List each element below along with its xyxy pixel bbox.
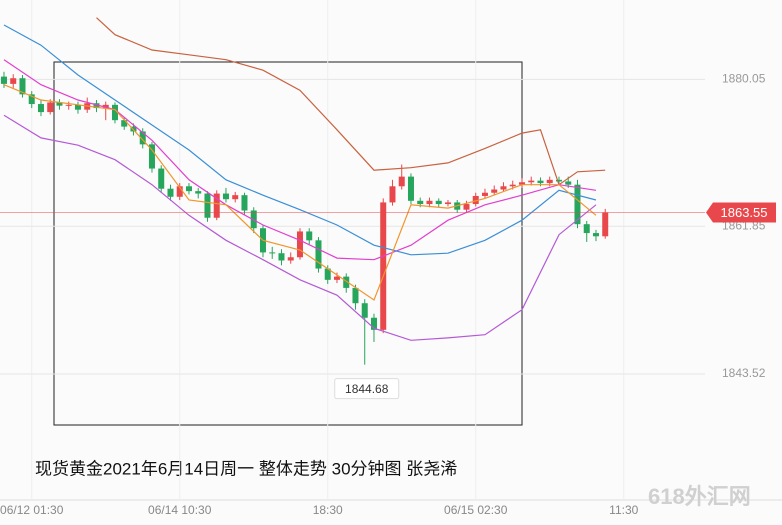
y-tick-label: 1843.52 (722, 366, 766, 380)
candle-body (555, 179, 562, 182)
candle-body (315, 240, 322, 269)
x-tick-label: 06/15 02:30 (444, 503, 508, 517)
x-tick-label: 06/12 01:30 (0, 503, 64, 517)
candle-body (407, 176, 414, 201)
y-tick-label: 1880.05 (722, 72, 766, 86)
candle-body (56, 102, 63, 106)
candle-body (518, 182, 525, 185)
candle-body (0, 76, 7, 84)
candle-body (306, 231, 313, 241)
candle-body (398, 176, 405, 187)
candle-body (509, 184, 516, 187)
candle-body (204, 193, 211, 218)
candle-body (361, 303, 368, 318)
candle-body (602, 212, 609, 237)
candle-body (111, 104, 118, 121)
candle-body (176, 186, 183, 197)
candle-body (528, 180, 535, 183)
candle-body (47, 102, 54, 113)
candle-body (491, 189, 498, 193)
candle-body (463, 204, 470, 210)
candle-body (269, 252, 276, 254)
candle-body (287, 257, 294, 261)
candle-body (148, 144, 155, 169)
last-price-label: 1863.55 (721, 205, 768, 220)
candle-body (278, 253, 285, 261)
candle-body (324, 268, 331, 280)
candle-body (158, 168, 165, 189)
indicator-line (3, 59, 597, 261)
candle-body (241, 195, 248, 211)
candle-body (37, 104, 44, 113)
chart-title: 现货黄金2021年6月14日周一 整体走势 30分钟图 张尧浠 (35, 459, 457, 478)
candle-body (343, 276, 350, 288)
candle-body (592, 233, 599, 237)
candle-body (472, 195, 479, 205)
candle-body (93, 103, 100, 109)
candle-body (565, 181, 572, 185)
indicator-line (3, 24, 597, 256)
candle-body (74, 104, 81, 110)
candle-body (232, 195, 239, 200)
candle-body (28, 94, 35, 105)
candle-body (583, 224, 590, 234)
low-label: 1844.68 (345, 382, 389, 396)
indicator-line (3, 114, 597, 341)
candle-body (352, 287, 359, 304)
candle-body (167, 188, 174, 197)
watermark: 618外汇网 (648, 484, 751, 509)
candle-body (435, 200, 442, 205)
candle-body (370, 317, 377, 330)
candle-body (389, 186, 396, 203)
candle-body (10, 78, 17, 84)
candle-body (417, 200, 424, 205)
annotation-box (53, 61, 523, 426)
candle-body (380, 202, 387, 330)
indicator-line (3, 84, 597, 301)
candle-body (333, 276, 340, 280)
low-label-box (334, 378, 400, 400)
x-tick-label: 18:30 (313, 503, 343, 517)
candle-body (574, 184, 581, 225)
candle-body (195, 191, 202, 194)
candle-body (296, 231, 303, 258)
candle-body (481, 192, 488, 196)
candle-body (139, 131, 146, 145)
candle-body (65, 104, 72, 106)
candle-body (426, 200, 433, 205)
indicator-line (96, 17, 606, 186)
candle-body (121, 120, 128, 127)
candle-body (213, 193, 220, 218)
candle-body (102, 104, 109, 109)
candle-body (546, 179, 553, 184)
candle-body (185, 186, 192, 192)
candle-body (500, 186, 507, 190)
candle-body (537, 180, 544, 184)
candle-body (19, 78, 26, 95)
candle-body (444, 202, 451, 205)
candle-body (222, 193, 229, 200)
x-tick-label: 11:30 (609, 503, 638, 517)
x-tick-label: 06/14 10:30 (148, 503, 212, 517)
last-price-tag (706, 202, 776, 223)
